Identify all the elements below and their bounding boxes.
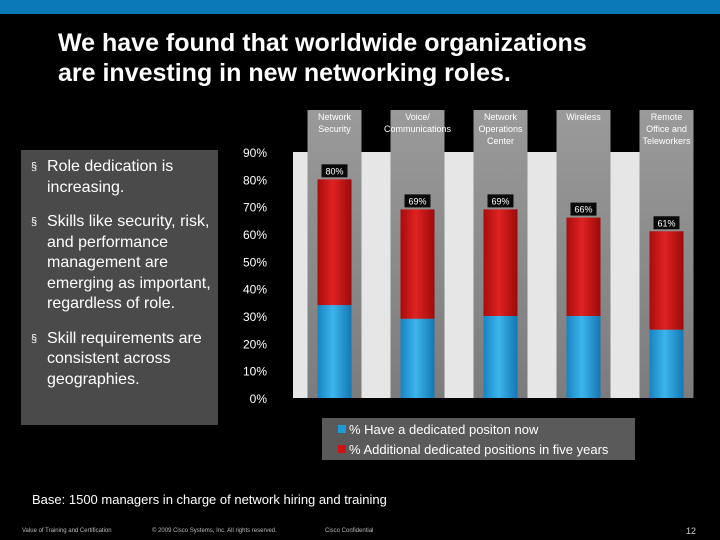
- footer-confidential: Cisco Confidential: [325, 528, 374, 534]
- y-tick-label: 0%: [250, 392, 268, 406]
- category-label: Network Operations Center: [478, 112, 523, 146]
- slide-title: We have found that worldwide organizatio…: [58, 28, 698, 88]
- y-tick-label: 50%: [243, 255, 267, 269]
- y-tick-label: 30%: [243, 310, 267, 324]
- bar-segment-dedicated-now: [566, 316, 601, 398]
- bar-segment-additional-five-years: [317, 179, 352, 306]
- category-label-line: Center: [487, 136, 514, 146]
- category-label-line: Voice/: [405, 112, 430, 122]
- category-label-line: Office and: [646, 124, 687, 134]
- title-line-1: We have found that worldwide organizatio…: [58, 29, 587, 57]
- legend: % Have a dedicated positon now % Addition…: [322, 418, 635, 460]
- category-label: Voice/Communications: [384, 112, 452, 134]
- category-label-line: Wireless: [566, 112, 601, 122]
- data-label-bg: [487, 194, 514, 208]
- bullet-text: Skills like security, risk, and performa…: [47, 213, 211, 312]
- legend-label: % Have a dedicated positon now: [349, 422, 539, 437]
- data-label: 66%: [574, 205, 592, 215]
- data-label: 61%: [657, 218, 675, 228]
- y-tick-label: 10%: [243, 365, 267, 379]
- category-label-line: Network: [318, 112, 352, 122]
- category-label-line: Teleworkers: [642, 136, 691, 146]
- top-accent-bar: [0, 0, 720, 14]
- category-label: Wireless: [566, 112, 601, 122]
- bullet-item: § Role dedication is increasing.: [31, 157, 214, 198]
- data-label-bg: [321, 164, 348, 178]
- bar-segment-dedicated-now: [649, 329, 684, 398]
- y-tick-label: 80%: [243, 173, 267, 187]
- bar-segment-dedicated-now: [483, 316, 518, 398]
- bullet-item: § Skills like security, risk, and perfor…: [31, 212, 214, 315]
- bar-segment-additional-five-years: [483, 209, 518, 316]
- legend-box: [322, 418, 635, 460]
- category-label: Network Security: [318, 112, 352, 134]
- category-label-line: Remote: [651, 112, 683, 122]
- footer-course-title: Value of Training and Certification: [22, 528, 112, 534]
- bullet-text: Skill requirements are consistent across…: [47, 329, 202, 388]
- data-label: 80%: [325, 166, 343, 176]
- legend-label: % Additional dedicated positions in five…: [349, 442, 609, 457]
- footer-copyright: © 2009 Cisco Systems, Inc. All rights re…: [152, 528, 277, 534]
- data-label-bg: [570, 202, 597, 216]
- bullet-marker: §: [31, 161, 38, 173]
- legend-swatch: [338, 425, 346, 433]
- bullet-marker: §: [31, 332, 38, 345]
- category-label-line: Security: [318, 124, 351, 134]
- y-tick-label: 60%: [243, 228, 267, 242]
- bar-segment-additional-five-years: [400, 209, 435, 319]
- category-label-line: Operations: [478, 124, 523, 134]
- bar-segment-additional-five-years: [649, 231, 684, 330]
- category-label: Remote Office and Teleworkers: [642, 112, 691, 146]
- page-number: 12: [685, 526, 696, 536]
- title-line-2: are investing in new networking roles.: [58, 59, 511, 87]
- data-label-bg: [653, 216, 680, 230]
- bar-segment-dedicated-now: [317, 305, 352, 398]
- category-label-line: Network: [484, 112, 518, 122]
- y-tick-label: 20%: [243, 337, 267, 351]
- data-label: 69%: [491, 196, 509, 206]
- data-label-bg: [404, 194, 431, 208]
- bar-segment-dedicated-now: [400, 318, 435, 398]
- bullet-marker: §: [31, 216, 38, 228]
- bullet-text: Role dedication is increasing.: [47, 158, 174, 196]
- bullet-panel: § Role dedication is increasing. § Skill…: [21, 150, 218, 425]
- y-tick-label: 70%: [243, 201, 267, 215]
- bullet-item: § Skill requirements are consistent acro…: [31, 329, 214, 391]
- bar-segment-additional-five-years: [566, 217, 601, 316]
- data-label: 69%: [408, 196, 426, 206]
- legend-swatch: [338, 445, 346, 453]
- category-label-line: Communications: [384, 124, 452, 134]
- y-tick-label: 90%: [243, 146, 267, 160]
- y-tick-label: 40%: [243, 283, 267, 297]
- footnote: Base: 1500 managers in charge of network…: [32, 492, 387, 507]
